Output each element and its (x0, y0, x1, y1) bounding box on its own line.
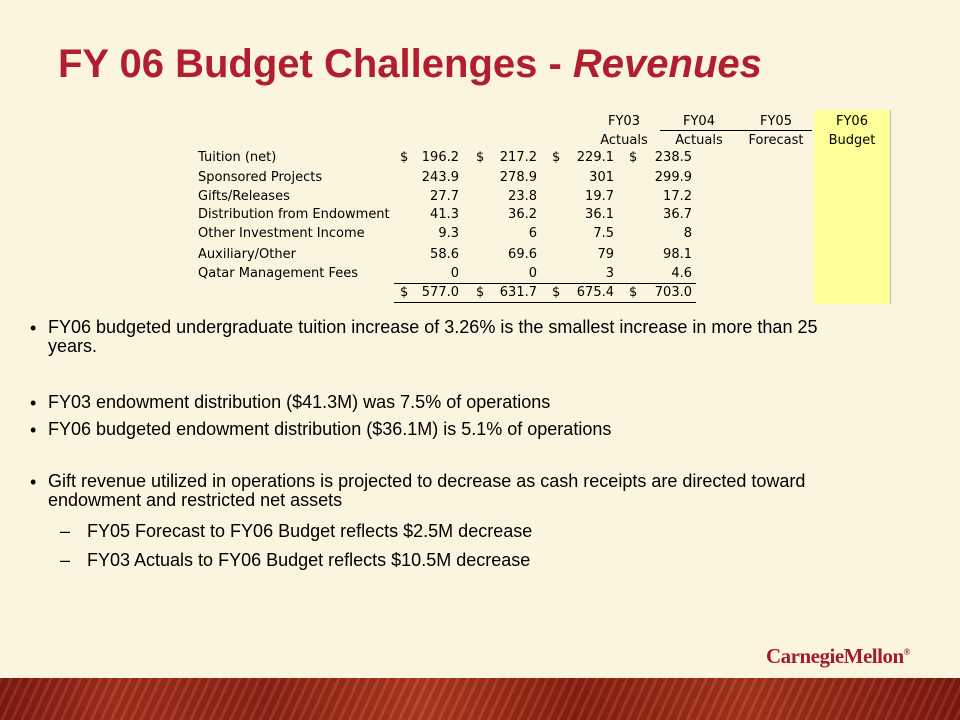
value-fy03: 196.2 (421, 150, 459, 165)
currency-symbol: $ (552, 285, 561, 300)
value-fy03: 9.3 (438, 226, 459, 241)
value-fy06: 299.9 (654, 170, 692, 185)
col-subheader-fy06: Budget (828, 133, 876, 148)
currency-symbol: $ (400, 150, 409, 165)
value-fy03: 58.6 (430, 247, 459, 262)
total-fy06: 703.0 (654, 285, 692, 300)
value-fy06: 98.1 (663, 247, 692, 262)
bullet-text: FY03 endowment distribution ($41.3M) was… (48, 392, 551, 412)
currency-symbol: $ (552, 150, 561, 165)
sub-bullet-text: FY05 Forecast to FY06 Budget reflects $2… (87, 521, 533, 541)
total-fy05: 675.4 (576, 285, 614, 300)
value-fy05: 3 (605, 266, 614, 281)
value-fy06: 8 (683, 226, 692, 241)
header-rule-fy04-fy05 (660, 130, 812, 131)
currency-symbol: $ (476, 285, 485, 300)
decorative-footer-band (0, 678, 960, 720)
value-fy04: 278.9 (499, 170, 537, 185)
totals-double-rule (394, 302, 696, 303)
currency-symbol: $ (629, 285, 638, 300)
fy06-highlight (814, 110, 890, 304)
bullet-marker: • (30, 393, 37, 413)
value-fy06: 238.5 (654, 150, 692, 165)
col-subheader-fy03: Actuals (600, 133, 648, 148)
row-label: Sponsored Projects (198, 170, 323, 185)
slide-title-main: FY 06 Budget Challenges - (58, 42, 573, 86)
footer-texture (0, 678, 960, 720)
bullet-marker: • (30, 420, 37, 440)
logo-text: CarnegieMellon (766, 644, 904, 668)
value-fy05: 79 (597, 247, 614, 262)
registered-mark: ® (903, 647, 911, 657)
row-label: Other Investment Income (198, 226, 365, 241)
col-subheader-fy05: Forecast (748, 133, 804, 148)
value-fy04: 23.8 (508, 189, 537, 204)
total-fy04: 631.7 (499, 285, 537, 300)
value-fy04: 217.2 (499, 150, 537, 165)
value-fy03: 243.9 (421, 170, 459, 185)
value-fy04: 69.6 (508, 247, 537, 262)
row-label: Qatar Management Fees (198, 266, 359, 281)
bullet-text: FY06 budgeted undergraduate tuition incr… (48, 317, 818, 356)
carnegie-mellon-logo: CarnegieMellon® (766, 644, 910, 669)
slide-title: FY 06 Budget Challenges - Revenues (58, 42, 762, 87)
value-fy05: 19.7 (585, 189, 614, 204)
sub-bullet-text: FY03 Actuals to FY06 Budget reflects $10… (87, 550, 531, 570)
fy06-highlight-border (890, 110, 891, 304)
currency-symbol: $ (629, 150, 638, 165)
col-header-fy05: FY05 (760, 114, 792, 129)
sub-bullet-marker: – (60, 550, 71, 570)
row-label: Distribution from Endowment (198, 207, 390, 222)
total-fy03: 577.0 (421, 285, 459, 300)
col-header-fy06: FY06 (836, 114, 868, 129)
col-subheader-fy04: Actuals (675, 133, 723, 148)
value-fy03: 41.3 (430, 207, 459, 222)
value-fy04: 0 (528, 266, 537, 281)
currency-symbol: $ (476, 150, 485, 165)
bullet-text: FY06 budgeted endowment distribution ($3… (48, 419, 612, 439)
value-fy06: 4.6 (671, 266, 692, 281)
value-fy04: 6 (528, 226, 537, 241)
value-fy03: 0 (450, 266, 459, 281)
row-label: Tuition (net) (198, 150, 277, 165)
value-fy05: 36.1 (585, 207, 614, 222)
col-header-fy03: FY03 (608, 114, 640, 129)
value-fy04: 36.2 (508, 207, 537, 222)
revenue-table: FY03 Actuals FY04 Actuals FY05 Forecast … (192, 110, 891, 304)
value-fy05: 7.5 (593, 226, 614, 241)
totals-rule (394, 283, 696, 284)
slide-title-emphasis: Revenues (572, 42, 762, 86)
col-header-fy04: FY04 (683, 114, 715, 129)
sub-bullet-marker: – (60, 521, 71, 541)
currency-symbol: $ (400, 285, 409, 300)
row-label: Auxiliary/Other (198, 247, 296, 262)
value-fy05: 301 (589, 170, 614, 185)
value-fy03: 27.7 (430, 189, 459, 204)
row-label: Gifts/Releases (198, 189, 290, 204)
value-fy05: 229.1 (576, 150, 614, 165)
value-fy06: 36.7 (663, 207, 692, 222)
bullet-marker: • (30, 318, 37, 338)
bullet-text: Gift revenue utilized in operations is p… (48, 471, 806, 510)
value-fy06: 17.2 (663, 189, 692, 204)
bullet-marker: • (30, 472, 37, 492)
